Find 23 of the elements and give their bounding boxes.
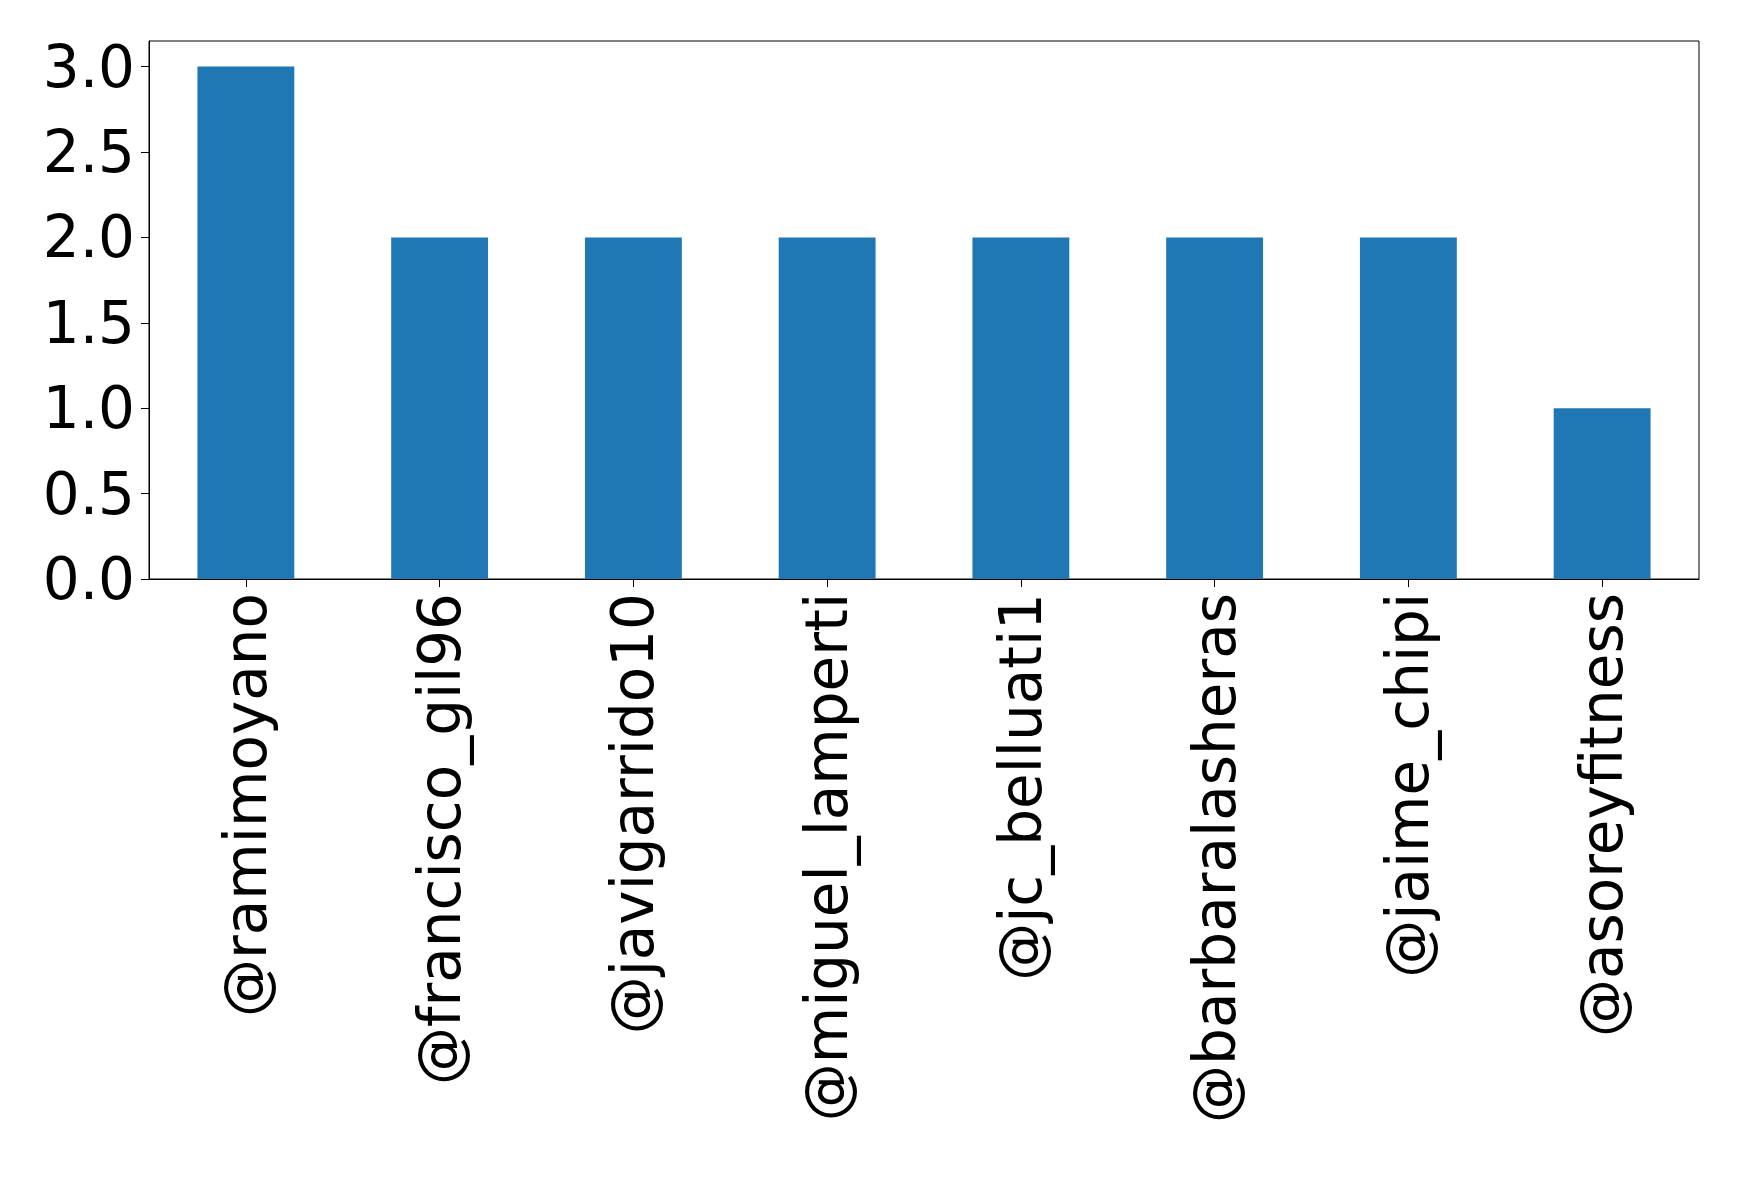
x-tick-label: @jaime_chipi [1374, 593, 1443, 978]
x-tick-label: @jc_belluati1 [986, 593, 1055, 981]
bar [197, 66, 295, 579]
y-tick-label: 2.0 [42, 203, 135, 272]
y-tick-label: 1.0 [42, 374, 135, 443]
y-tick-label: 2.5 [42, 118, 135, 187]
y-tick-label: 0.5 [42, 459, 135, 528]
bar [972, 237, 1070, 579]
x-tick-label: @miguel_lamperti [793, 593, 862, 1122]
bar [1166, 237, 1264, 579]
x-tick-label: @javigarrido10 [599, 593, 668, 1035]
x-tick-label: @barbaralasheras [1180, 593, 1249, 1123]
bar [584, 237, 682, 579]
bar [1553, 408, 1651, 579]
x-tick-label: @francisco_gil96 [405, 593, 474, 1086]
x-tick-label: @ramimoyano [211, 593, 280, 1018]
bar [391, 237, 489, 579]
bar [778, 237, 876, 579]
y-tick-label: 1.5 [42, 288, 135, 357]
y-tick-label: 3.0 [42, 32, 135, 101]
x-tick-label: @asoreyfitness [1568, 593, 1637, 1037]
y-tick-label: 0.0 [42, 545, 135, 613]
bar [1359, 237, 1457, 579]
